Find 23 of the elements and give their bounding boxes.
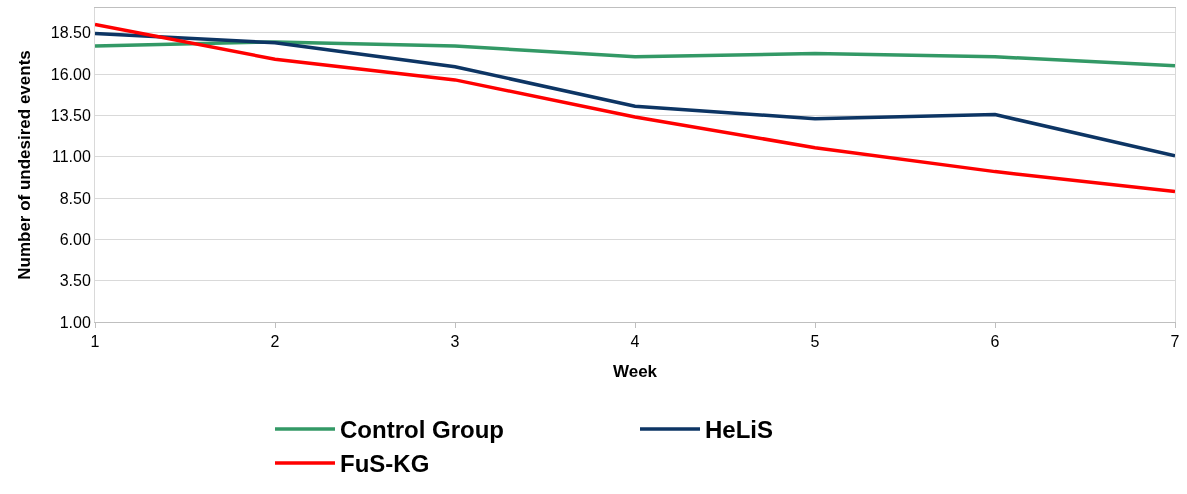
x-tick-label: 4 xyxy=(630,333,640,351)
x-tick-label: 5 xyxy=(810,333,820,351)
y-tick-label: 13.50 xyxy=(50,107,91,125)
legend-label: FuS-KG xyxy=(340,450,430,478)
y-tick-label: 3.50 xyxy=(59,272,91,290)
line-series xyxy=(95,22,1175,194)
line-series xyxy=(95,40,1175,68)
legend-label: HeLiS xyxy=(705,416,774,444)
x-tick-label: 2 xyxy=(270,333,280,351)
line-series xyxy=(95,31,1175,158)
x-axis-title: Week xyxy=(612,361,658,381)
y-tick-label: 6.00 xyxy=(59,230,91,248)
x-tick-label: 7 xyxy=(1170,333,1180,351)
y-tick-label: 18.50 xyxy=(50,24,91,42)
legend-label: Control Group xyxy=(340,416,504,444)
x-tick-label: 3 xyxy=(450,333,460,351)
x-tick-label: 1 xyxy=(90,333,100,351)
y-axis-title: Number of undesired events xyxy=(15,50,35,280)
x-tick-label: 6 xyxy=(990,333,1000,351)
y-tick-label: 16.00 xyxy=(50,65,91,83)
y-tick-label: 11.00 xyxy=(51,148,91,166)
y-tick-label: 8.50 xyxy=(59,189,91,207)
y-tick-label: 1.00 xyxy=(59,313,91,331)
